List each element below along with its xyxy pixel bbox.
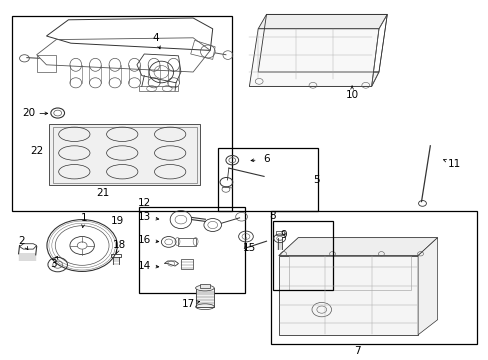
Text: 21: 21: [96, 188, 109, 198]
Bar: [139, 207, 244, 293]
Text: 5: 5: [313, 175, 320, 185]
Bar: [288, 256, 410, 290]
Text: 18: 18: [113, 240, 126, 250]
Polygon shape: [258, 14, 386, 29]
Text: 7: 7: [353, 346, 360, 356]
Text: 9: 9: [280, 230, 286, 240]
Polygon shape: [417, 238, 437, 335]
Text: 4: 4: [152, 33, 159, 43]
Text: 2: 2: [19, 236, 25, 246]
Text: 8: 8: [269, 211, 276, 221]
Polygon shape: [249, 72, 378, 86]
Text: 15: 15: [242, 243, 256, 253]
Ellipse shape: [195, 285, 214, 291]
Text: 10: 10: [345, 90, 358, 100]
Bar: [195, 288, 214, 307]
Text: 3: 3: [50, 258, 57, 269]
Text: 12: 12: [137, 198, 151, 208]
Bar: [217, 148, 317, 211]
Bar: [49, 124, 200, 185]
Text: 22: 22: [30, 146, 43, 156]
Bar: [53, 127, 196, 183]
Text: 11: 11: [447, 159, 461, 169]
Polygon shape: [278, 238, 437, 256]
Text: 19: 19: [110, 216, 124, 226]
Text: 17: 17: [181, 299, 195, 309]
Bar: [199, 284, 210, 288]
Text: 13: 13: [138, 212, 151, 222]
Bar: [12, 16, 232, 211]
Bar: [177, 238, 195, 246]
Text: 16: 16: [138, 235, 151, 246]
Text: 14: 14: [138, 261, 151, 271]
Polygon shape: [278, 256, 417, 335]
Bar: [181, 259, 193, 269]
Text: 20: 20: [22, 108, 35, 118]
Text: 1: 1: [81, 213, 87, 223]
Polygon shape: [249, 29, 378, 86]
Text: 6: 6: [263, 154, 269, 164]
Bar: [271, 211, 476, 344]
Bar: [272, 221, 332, 290]
